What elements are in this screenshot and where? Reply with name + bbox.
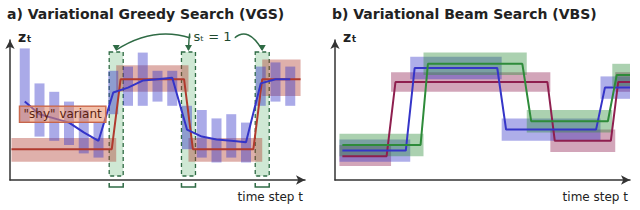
svg-text:Variational Greedy Search (VGS: Variational Greedy Search (VGS) bbox=[23, 6, 284, 22]
svg-text:a): a) bbox=[7, 6, 23, 22]
svg-text:"shy" variant: "shy" variant bbox=[24, 107, 102, 121]
svg-text:time step t: time step t bbox=[563, 190, 629, 204]
svg-text:b): b) bbox=[332, 6, 348, 22]
svg-text:Variational Beam Search (VBS): Variational Beam Search (VBS) bbox=[348, 6, 596, 22]
svg-text:zₜ: zₜ bbox=[343, 29, 357, 45]
svg-text:time step t: time step t bbox=[238, 190, 304, 204]
svg-text:zₜ: zₜ bbox=[18, 29, 32, 45]
svg-text:sₜ = 1: sₜ = 1 bbox=[193, 29, 231, 44]
